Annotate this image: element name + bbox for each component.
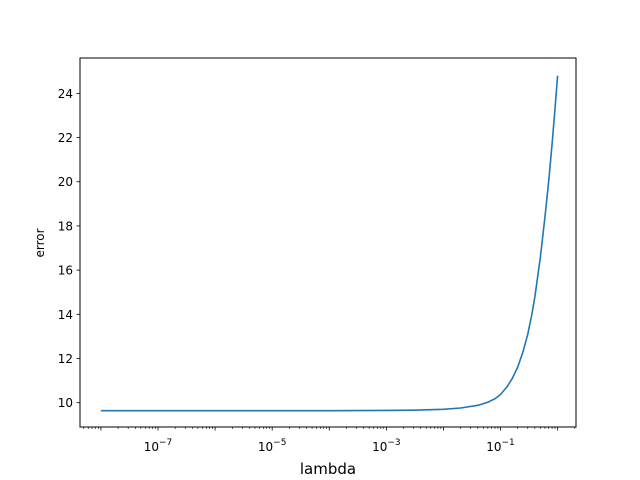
y-tick-label: 10 (58, 396, 73, 410)
y-tick-label: 18 (58, 219, 73, 233)
y-tick-label: 20 (58, 175, 73, 189)
y-tick-label: 24 (58, 87, 73, 101)
x-axis-label: lambda (300, 460, 356, 478)
y-tick-label: 14 (58, 308, 73, 322)
y-tick-label: 22 (58, 131, 73, 145)
y-axis-label: error (33, 228, 47, 257)
y-tick-label: 12 (58, 352, 73, 366)
y-tick-label: 16 (58, 264, 73, 278)
